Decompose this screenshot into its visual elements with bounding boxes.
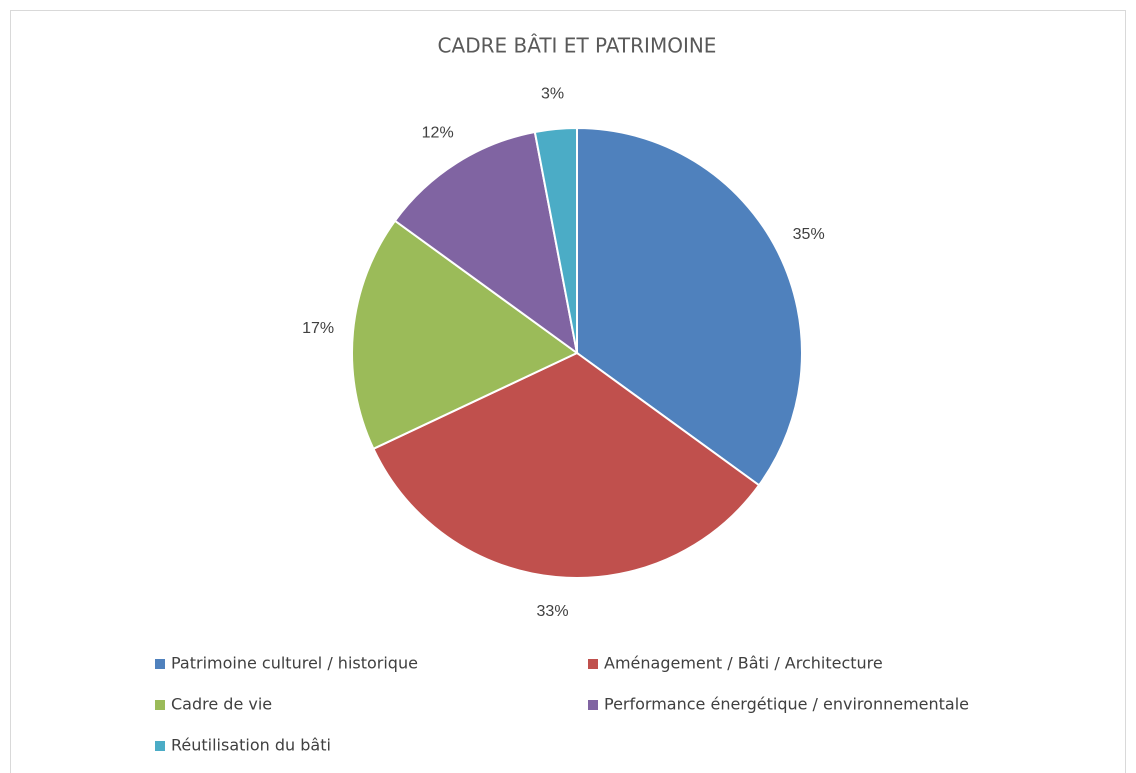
legend-label: Réutilisation du bâti [171,736,331,755]
pie-slice [351,219,579,451]
data-label: 17% [302,320,334,337]
legend-swatch [155,700,165,710]
legend-label: Cadre de vie [171,695,272,714]
chart-title: CADRE BÂTI ET PATRIMOINE [438,34,717,58]
legend-swatch [155,659,165,669]
legend-swatch [588,700,598,710]
legend-swatch [155,741,165,751]
legend-swatch [588,659,598,669]
pie-slice [393,130,579,356]
data-label: 12% [422,125,454,142]
pie-slice [576,126,803,487]
data-label: 3% [541,85,564,102]
data-label: 33% [537,603,569,620]
pie-slice [533,126,578,354]
pie-slice [372,351,761,579]
data-label: 35% [793,226,825,243]
legend-label: Aménagement / Bâti / Architecture [604,654,883,673]
legend-label: Performance énergétique / environnementa… [604,695,969,714]
legend-label: Patrimoine culturel / historique [171,654,418,673]
